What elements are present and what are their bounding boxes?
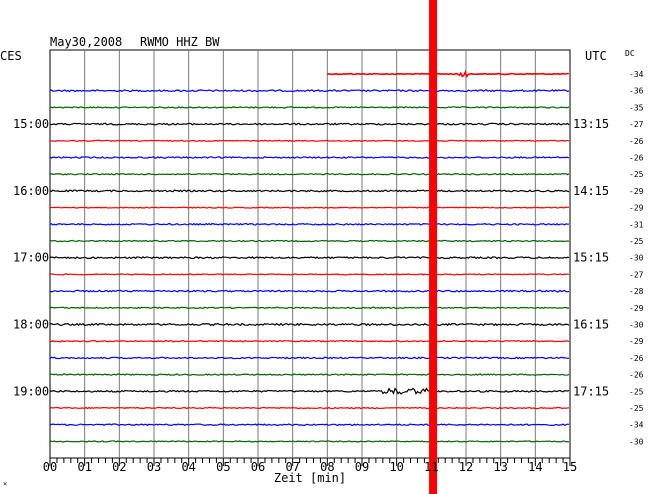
dc-offset-label: -26 xyxy=(629,371,644,380)
dc-offset-label: -29 xyxy=(629,204,644,213)
right-time-label: 16:15 xyxy=(573,318,609,332)
chart-station: RWMO HHZ BW xyxy=(140,35,220,49)
left-time-label: 15:00 xyxy=(13,117,49,131)
dc-offset-label: -26 xyxy=(629,354,644,363)
dc-offset-label: -30 xyxy=(629,437,644,446)
seismic-trace xyxy=(49,373,570,376)
dc-offset-label: -26 xyxy=(629,137,644,146)
dc-offset-label: -36 xyxy=(629,87,644,96)
seismic-trace xyxy=(49,156,570,159)
dc-offset-label: -30 xyxy=(629,254,644,263)
seismic-trace xyxy=(49,256,570,260)
seismic-trace xyxy=(49,222,570,226)
dc-column-label: DC xyxy=(625,49,635,58)
seismic-trace xyxy=(49,322,570,327)
seismic-trace xyxy=(49,172,570,176)
seismic-trace xyxy=(49,440,570,443)
right-time-label: 17:15 xyxy=(573,384,609,398)
dc-offset-label: -29 xyxy=(629,337,644,346)
x-tick-label: 07 xyxy=(285,460,299,474)
seismic-trace xyxy=(49,406,570,410)
plot-frame xyxy=(49,49,571,459)
saturated-event-band xyxy=(429,0,438,494)
x-tick-label: 02 xyxy=(112,460,126,474)
dc-offset-label: -30 xyxy=(629,321,644,330)
dc-offset-label: -26 xyxy=(629,154,644,163)
seismic-trace xyxy=(49,122,570,126)
x-tick-label: 03 xyxy=(147,460,161,474)
left-time-label: 19:00 xyxy=(13,384,49,398)
dc-offset-label: -27 xyxy=(629,120,644,129)
left-time-label: 18:00 xyxy=(13,318,49,332)
x-tick-label: 01 xyxy=(77,460,91,474)
x-tick-label: 15 xyxy=(563,460,577,474)
trace-group xyxy=(49,70,570,443)
seismic-trace xyxy=(49,306,570,310)
dc-offset-label: -31 xyxy=(629,220,644,229)
dc-offset-label: -25 xyxy=(629,387,644,396)
right-time-label: 15:15 xyxy=(573,251,609,265)
dc-offset-label: -25 xyxy=(629,170,644,179)
seismic-trace xyxy=(49,89,570,93)
dc-offset-label: -28 xyxy=(629,287,644,296)
axis-labels: 00 01 02 03 04 05 06 07 08 09 10 11 12 13 14 15 15:00 16:… xyxy=(13,70,644,474)
seismic-trace xyxy=(49,387,570,396)
corner-mark: × xyxy=(3,480,7,488)
x-tick-label: 05 xyxy=(216,460,230,474)
x-tick-label: 00 xyxy=(43,460,57,474)
seismic-trace xyxy=(49,139,570,142)
x-tick-label: 10 xyxy=(389,460,403,474)
dc-offset-label: -27 xyxy=(629,270,644,279)
seismic-trace xyxy=(49,206,570,209)
x-tick-label: 13 xyxy=(493,460,507,474)
dc-offset-label: -29 xyxy=(629,304,644,313)
seismic-trace xyxy=(49,289,570,293)
x-axis-label: Zeit [min] xyxy=(274,471,346,485)
dc-offset-label: -34 xyxy=(629,421,644,430)
right-time-label: 14:15 xyxy=(573,184,609,198)
dc-offset-label: -25 xyxy=(629,237,644,246)
left-timezone-label: CES xyxy=(0,49,22,63)
event-group xyxy=(429,0,438,494)
seismic-trace xyxy=(49,273,570,276)
x-tick-label: 04 xyxy=(181,460,195,474)
seismic-trace xyxy=(49,106,570,109)
seismic-trace xyxy=(327,70,569,78)
chart-date: May30,2008 xyxy=(50,35,122,49)
right-timezone-label: UTC xyxy=(585,49,607,63)
dc-offset-label: -25 xyxy=(629,404,644,413)
x-tick-label: 09 xyxy=(355,460,369,474)
left-time-label: 16:00 xyxy=(13,184,49,198)
x-tick-label: 12 xyxy=(459,460,473,474)
seismic-trace xyxy=(49,423,570,427)
x-tick-label: 08 xyxy=(320,460,334,474)
left-time-label: 17:00 xyxy=(13,251,49,265)
dc-offset-label: -35 xyxy=(629,103,644,112)
x-tick-label: 14 xyxy=(528,460,542,474)
dc-offset-label: -34 xyxy=(629,70,644,79)
seismic-trace xyxy=(49,356,570,360)
x-tick-label: 11 xyxy=(424,460,438,474)
right-time-label: 13:15 xyxy=(573,117,609,131)
seismic-trace xyxy=(49,339,570,343)
seismic-trace xyxy=(49,189,570,193)
x-tick-label: 06 xyxy=(251,460,265,474)
dc-offset-label: -29 xyxy=(629,187,644,196)
seismic-trace xyxy=(49,239,570,243)
